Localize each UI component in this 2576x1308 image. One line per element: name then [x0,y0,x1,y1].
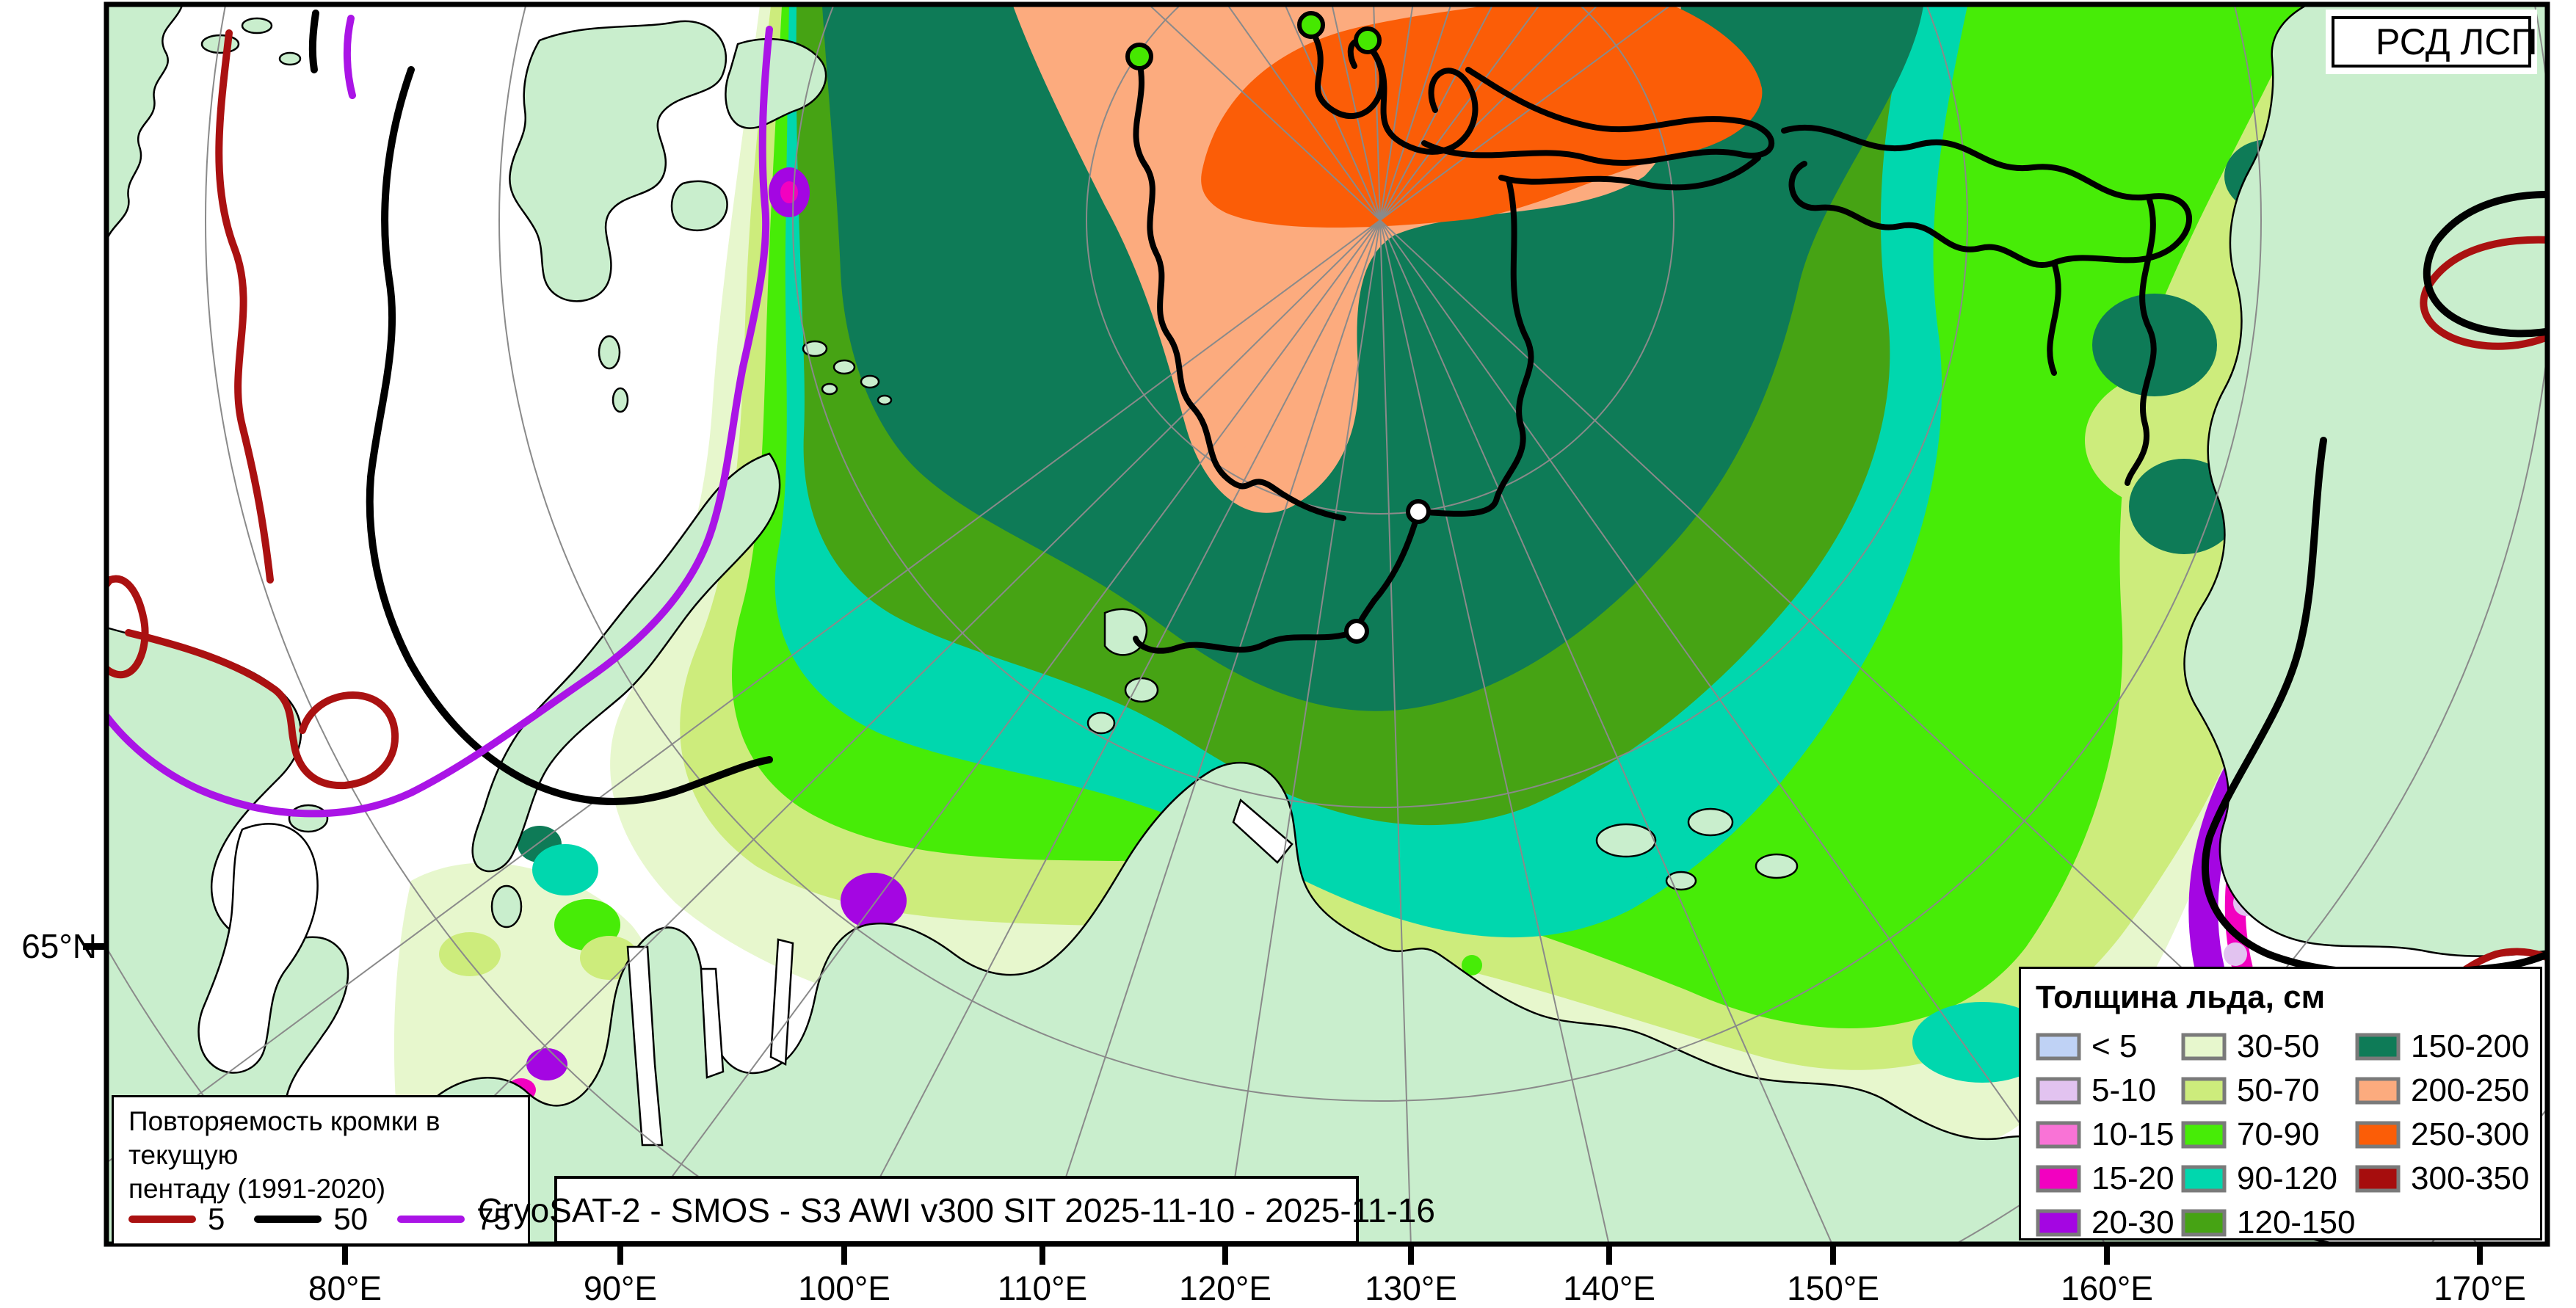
land-greenland [109,7,183,239]
edge-legend-item: 75 [397,1202,511,1237]
x-tick-label: 90°E [583,1269,658,1307]
x-tick-label: 80°E [308,1269,382,1307]
buoy-markers [1344,499,1431,644]
x-tick-label: 130°E [1365,1269,1457,1307]
edge-legend-item: 5 [128,1202,225,1237]
legend-item: 120-150 [2181,1201,2355,1245]
legend-item: 5-10 [2036,1069,2174,1113]
drift-track [1133,26,2192,654]
edge-legend-title-line2: пентаду (1991-2020) [128,1174,386,1204]
map-frame [104,1,2550,1247]
land-franz-josef [802,340,893,406]
taz-estuary [700,967,725,1079]
khatanga-gulf [1232,798,1294,864]
map-title-box: CryoSAT-2 - SMOS - S3 AWI v300 SIT 2025-… [478,1176,1435,1244]
station-legend-label: РСД ЛСП [2376,21,2538,62]
x-tick-label: 140°E [1563,1269,1655,1307]
land-mainland [109,627,2336,1243]
legend-item: < 5 [2036,1025,2174,1069]
x-tick-label: 170°E [2434,1269,2526,1307]
y-tick-label: 65°N [21,927,97,965]
legend-item: 90-120 [2181,1157,2355,1201]
legend-item: 50-70 [2181,1069,2355,1113]
station-markers [1125,11,1382,70]
legend-item: 30-50 [2181,1025,2355,1069]
ice-legend-column-3: 150-200 200-250 250-300 300-350 [2355,1025,2529,1201]
land-new-siberian-islands [1595,807,1799,891]
y-axis-ticks [83,943,106,950]
legend-item: 15-20 [2036,1157,2174,1201]
x-tick-label: 110°E [997,1269,1088,1307]
x-axis-ticks [342,1244,2483,1265]
x-tick-label: 160°E [2061,1269,2153,1307]
ice-legend-column-1: < 5 5-10 10-15 15-20 20-30 [2036,1025,2174,1245]
buoy-marker [1344,619,1369,644]
legend-item: 250-300 [2355,1113,2529,1157]
edge-frequency-legend: Повторяемость кромки в текущую пентаду (… [112,1095,530,1246]
legend-item: 200-250 [2355,1069,2529,1113]
station-marker [1125,43,1153,70]
white-sea [197,823,319,1074]
legend-item: 20-30 [2036,1201,2174,1245]
edge-legend-item: 50 [254,1202,368,1237]
edge-contour-75 [109,15,773,818]
x-tick-label: 150°E [1787,1269,1879,1307]
legend-item: 300-350 [2355,1157,2529,1201]
edge-legend-title-line1: Повторяемость кромки в текущую [128,1106,440,1170]
station-legend-box: РСД ЛСП [2326,10,2537,74]
buoy-marker [1406,499,1431,524]
x-tick-label: 100°E [798,1269,890,1307]
ice-legend-title: Толщина льда, см [2036,979,2326,1015]
ice-band-250-300 [1201,7,1763,228]
land-layer [109,7,2545,1243]
legend-item: 70-90 [2181,1113,2355,1157]
x-tick-label: 120°E [1179,1269,1271,1307]
station-marker [1297,11,1325,39]
ice-legend-column-2: 30-50 50-70 70-90 90-120 120-150 [2181,1025,2355,1245]
legend-item: 10-15 [2036,1113,2174,1157]
map-title: CryoSAT-2 - SMOS - S3 AWI v300 SIT 2025-… [478,1191,1435,1229]
yenisei-estuary [769,938,794,1066]
ob-estuary [626,945,664,1147]
legend-item: 150-200 [2355,1025,2529,1069]
station-marker [1354,26,1382,54]
ice-thickness-legend: Толщина льда, см < 5 5-10 10-15 15-20 20… [2019,967,2542,1240]
land-svalbard [509,20,728,302]
